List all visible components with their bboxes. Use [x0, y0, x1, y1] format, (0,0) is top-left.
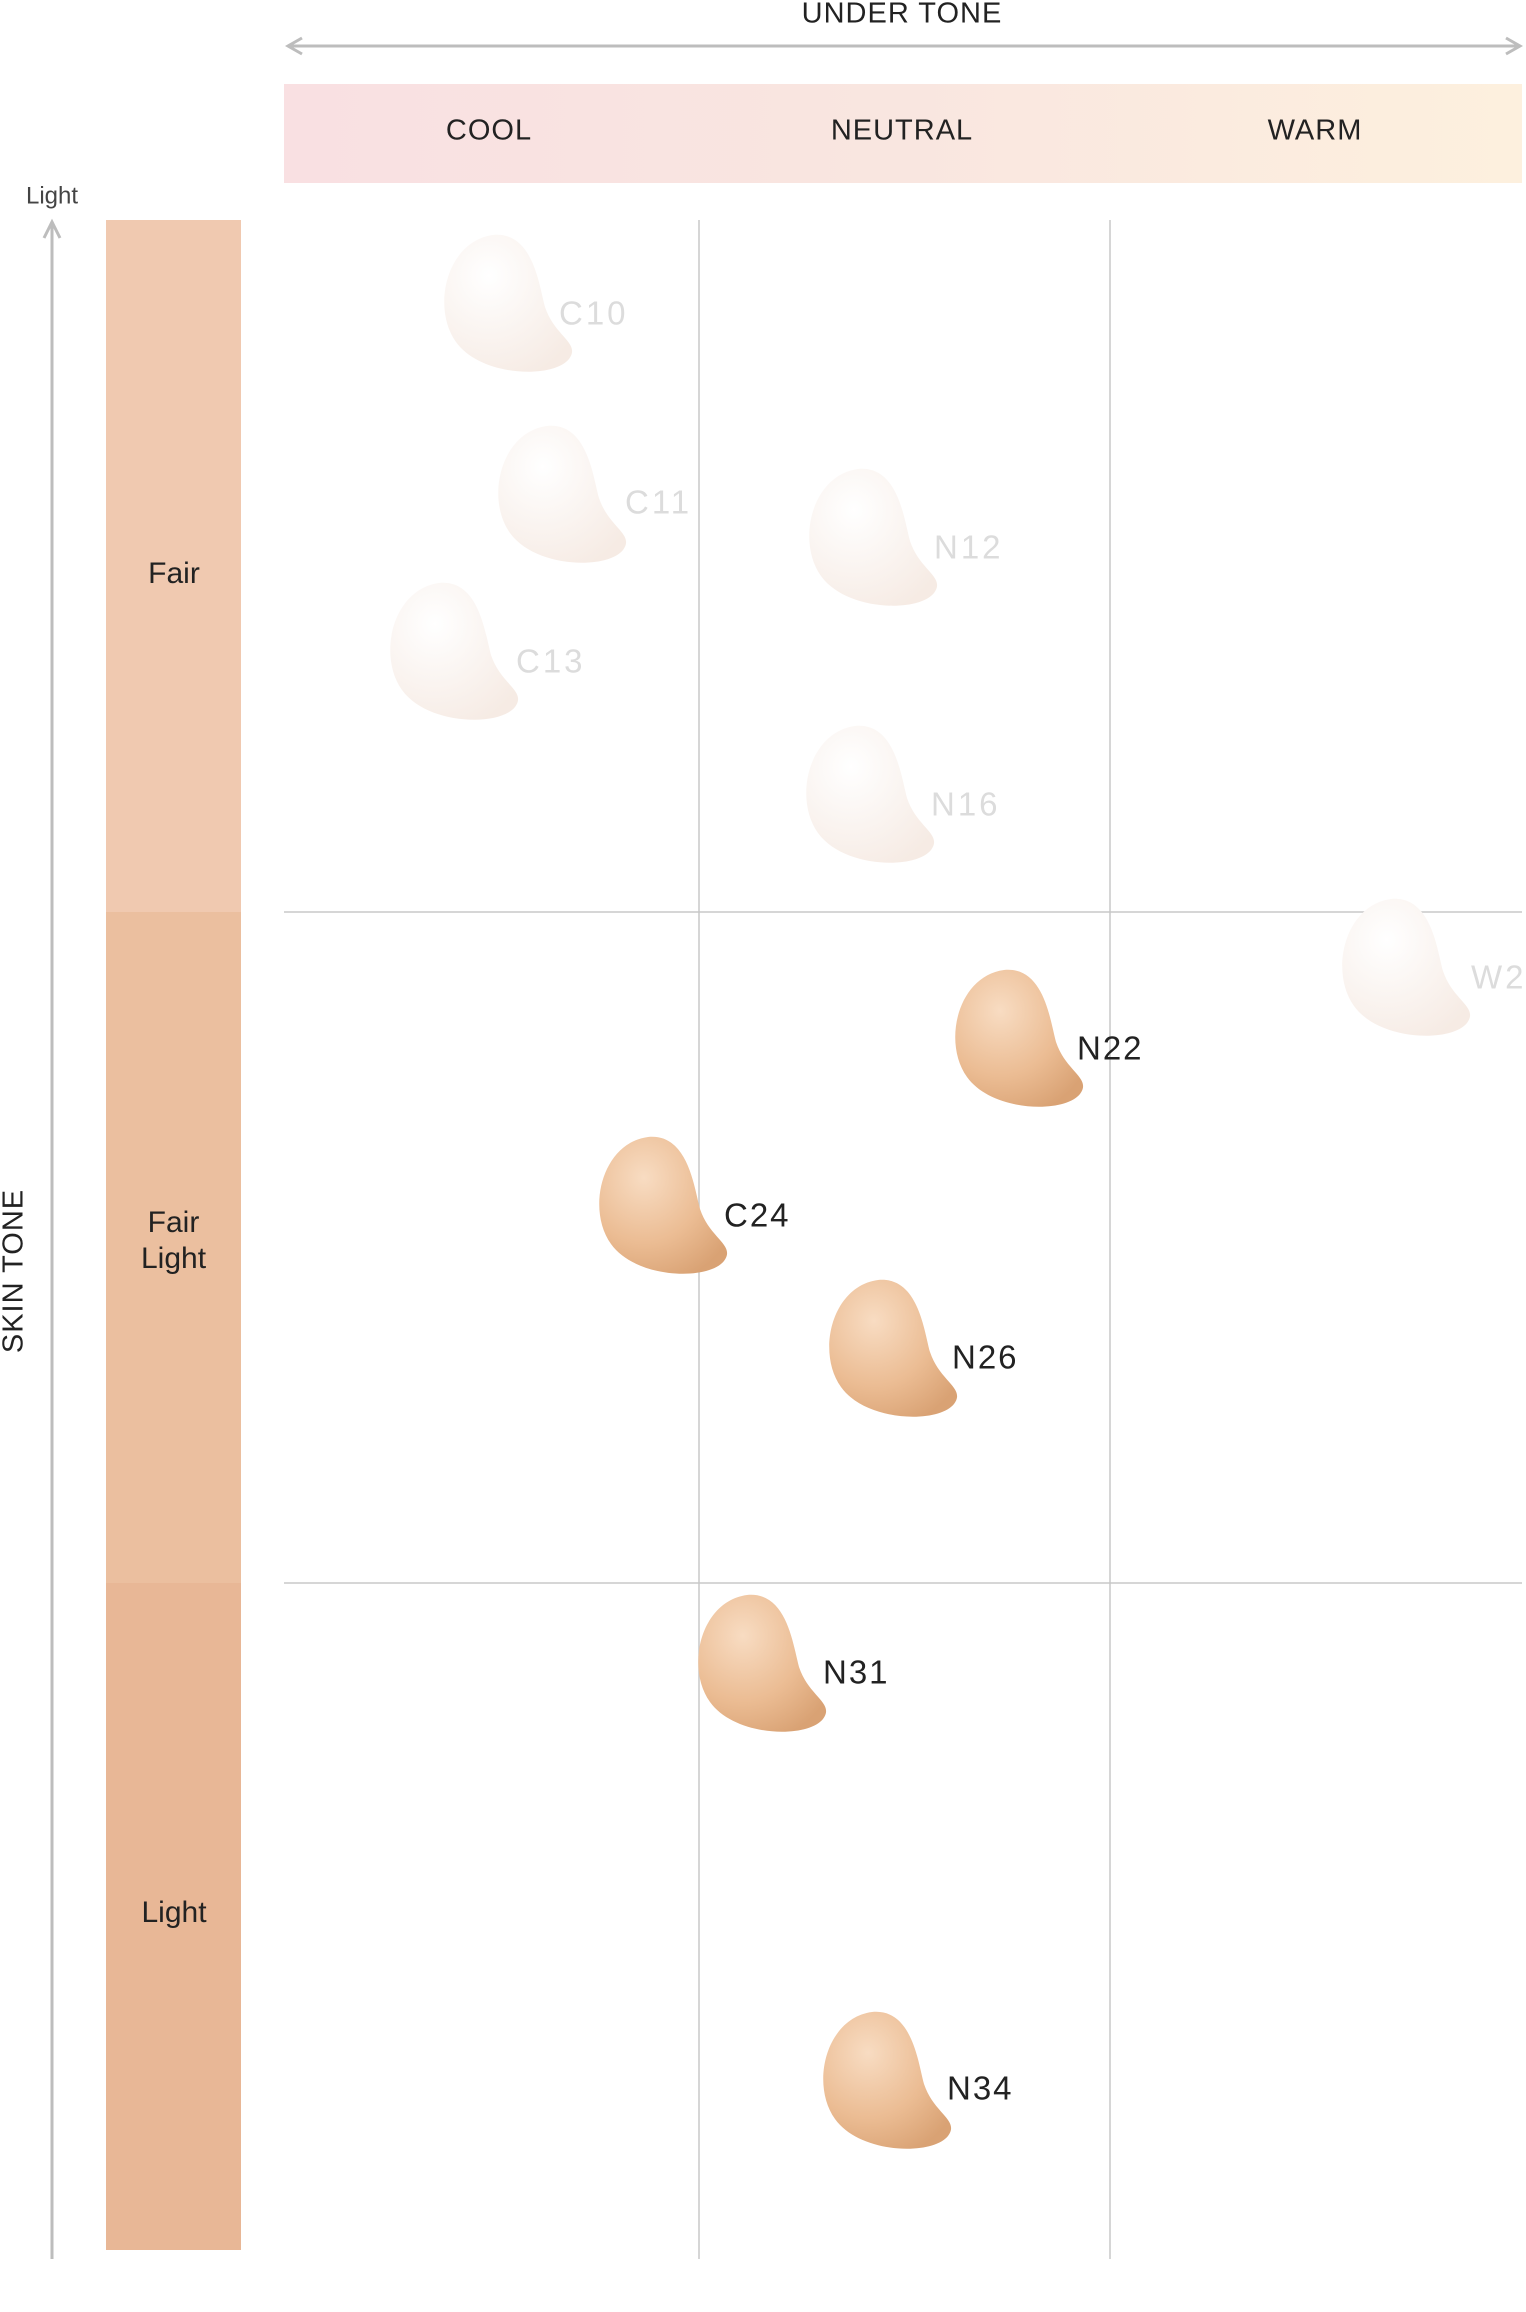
row-bar: [106, 1583, 241, 2250]
swatch-label: N16: [931, 786, 1001, 823]
swatch: [829, 1279, 958, 1417]
side-axis-title: SKIN TONE: [0, 1189, 30, 1353]
swatch: [823, 2011, 952, 2149]
swatch-label: N34: [947, 2070, 1014, 2107]
side-axis-top-label: Light: [26, 182, 78, 209]
row-label: Fair Light: [140, 1206, 207, 1275]
row-bar: [106, 912, 241, 1583]
swatch-label: N12: [934, 529, 1004, 566]
swatches: C10 C11 N12 C13 N16 W21 N22 C24 N26 N31 …: [390, 234, 1526, 2149]
side-axis-arrow: [42, 218, 62, 2259]
row-label: Light: [141, 1896, 207, 1929]
swatch: [390, 582, 519, 720]
swatch-label: N31: [823, 1654, 890, 1691]
column-label: WARM: [1268, 115, 1363, 147]
swatch: [1342, 898, 1471, 1036]
top-axis-title: UNDER TONE: [802, 0, 1003, 30]
swatch: [698, 1594, 827, 1732]
swatch-label: W21: [1471, 959, 1526, 996]
row-label: Fair: [148, 557, 200, 590]
swatch-label: C24: [724, 1197, 791, 1234]
swatch-label: N22: [1077, 1030, 1144, 1067]
column-label: NEUTRAL: [831, 115, 973, 147]
swatch: [444, 234, 573, 372]
undertone-band: [284, 84, 1522, 183]
swatch-label: N26: [952, 1339, 1019, 1376]
row-bar: [106, 220, 241, 912]
swatch: [809, 468, 938, 606]
swatch: [498, 425, 627, 563]
swatch-label: C10: [559, 295, 629, 332]
swatch: [806, 725, 935, 863]
row-label-box: Fair Light: [140, 1206, 207, 1275]
swatch: [955, 969, 1084, 1107]
top-axis-arrow: [284, 36, 1524, 56]
swatch-label: C13: [516, 643, 586, 680]
column-label: COOL: [446, 115, 532, 147]
swatch-label: C11: [625, 484, 692, 521]
swatch: [599, 1136, 728, 1274]
